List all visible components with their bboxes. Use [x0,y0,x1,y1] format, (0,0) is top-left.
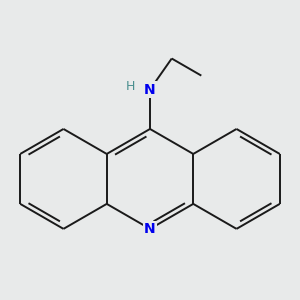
Text: N: N [144,82,156,97]
Text: N: N [144,222,156,236]
Text: H: H [125,80,135,93]
